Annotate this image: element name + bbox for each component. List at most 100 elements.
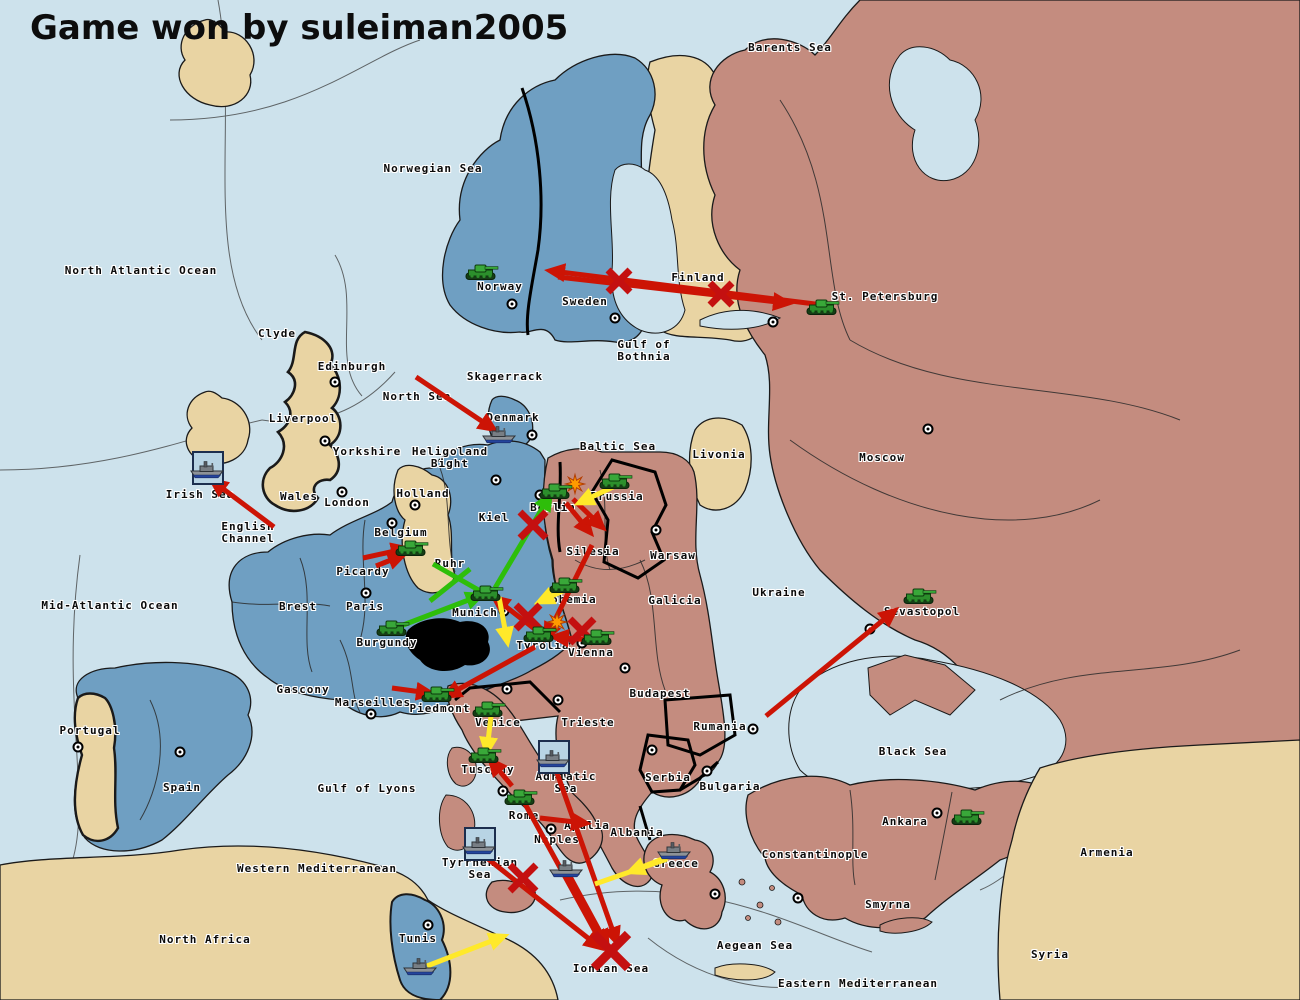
crete-landmass [714,963,776,981]
move-arrow-green [492,490,554,590]
army-tank-icon [806,299,840,315]
army-tank-icon [523,626,557,642]
bounce-cross [513,602,543,632]
territory-label: Piedmont [409,702,471,715]
move-arrow-yellow [594,856,668,887]
territory-label: Heligoland Bight [411,445,489,470]
army-tank-icon [376,620,410,636]
territory-label: Liverpool [268,412,338,425]
territory-label: Ankara [882,815,928,828]
move-arrow-red [486,755,514,788]
territory-label: Vienna [568,646,614,659]
battle-explosions [545,472,587,634]
territory-label: Venice [475,716,521,729]
army-tank-icon [470,585,504,601]
territory-label: North Sea [382,390,452,403]
territory-label: Kiel [478,511,510,524]
territory-label: Yorkshire [332,445,402,458]
territory-label: Rumania [693,720,747,733]
territory-label: Moscow [859,451,905,464]
supply-center-dot [922,423,934,435]
supply-center-dot [552,694,564,706]
territory-label: Livonia [692,448,746,461]
fleet-ship-icon [462,837,497,855]
territory-label: Serbia [645,771,691,784]
fleet-ship-icon [190,461,225,479]
army-tank-icon [903,588,937,604]
supply-center-dot [422,919,434,931]
move-arrow-yellow [495,596,514,648]
supply-center-dot [319,435,331,447]
supply-center-dot [360,587,372,599]
army-tank-icon [504,789,538,805]
territory-label: Portugal [59,724,121,737]
black-sea [788,655,1067,791]
army-tank-icon [539,483,573,499]
white-sea [888,46,982,182]
territory-label: Constantinople [761,848,869,861]
cyprus-landmass [879,917,933,934]
territory-label: Picardy [336,565,390,578]
supply-center-dot [365,708,377,720]
army-tank-icon [465,264,499,280]
move-arrow-red [414,374,499,433]
territory-label: Armenia [1080,846,1134,859]
great-britain-landmass [261,330,342,513]
army-tank-icon [549,577,583,593]
bounce-cross [507,862,539,894]
move-arrow-yellow [573,484,615,506]
army-tank-icon [581,629,615,645]
supply-center-dot [497,785,509,797]
territory-label: Spain [162,781,202,794]
move-arrow-red [391,681,437,701]
aegean-islands [738,878,782,926]
tunis-landmass [389,893,452,1000]
territory-label: Budapest [629,687,691,700]
corsica-landmass [446,746,477,787]
scandinavia-landmass [442,53,656,343]
territory-label: Eastern Mediterranean [777,977,939,990]
move-arrow-red [553,769,621,948]
supply-center-dot [490,474,502,486]
fleet-ship-icon [403,958,438,976]
fleet-ship-icon [482,426,517,444]
territory-label: Smyrna [865,898,911,911]
territory-label: Black Sea [878,745,948,758]
territory-label: North Africa [159,933,251,946]
bounce-cross [517,509,549,541]
territory-label: English Channel [221,520,275,545]
move-arrow-red [539,812,592,831]
territory-label: Galicia [648,594,702,607]
province-borders [139,99,1241,886]
territory-label: St. Petersburg [831,290,939,303]
territory-label: Norwegian Sea [383,162,483,175]
move-arrow-red [764,606,900,718]
supply-center-dot [792,892,804,904]
fleet-ship-icon [536,750,571,768]
fleet-ship-icon [549,860,584,878]
territory-label: Trieste [561,716,615,729]
battle-explosion-icon [563,472,587,496]
iceland-landmass [178,18,255,108]
territory-label: Gascony [276,683,330,696]
territory-label: Silesia [566,545,620,558]
supply-center-dot [174,746,186,758]
fleet-ship-icon [657,842,692,860]
territory-label: Mid-Atlantic Ocean [41,599,179,612]
supply-center-dot [747,723,759,735]
portugal-landmass [73,692,120,843]
ireland-landmass [185,390,251,465]
supply-center-dot [701,765,713,777]
territory-label: Western Mediterranean [236,862,398,875]
move-arrow-red [481,853,605,951]
move-arrow-red [207,477,276,529]
territory-label: Holland [396,487,450,500]
territory-label: Warsaw [650,549,696,562]
gulf-of-finland [699,309,782,330]
supply-center-dot [931,807,943,819]
battle-explosion-icon [545,610,569,634]
